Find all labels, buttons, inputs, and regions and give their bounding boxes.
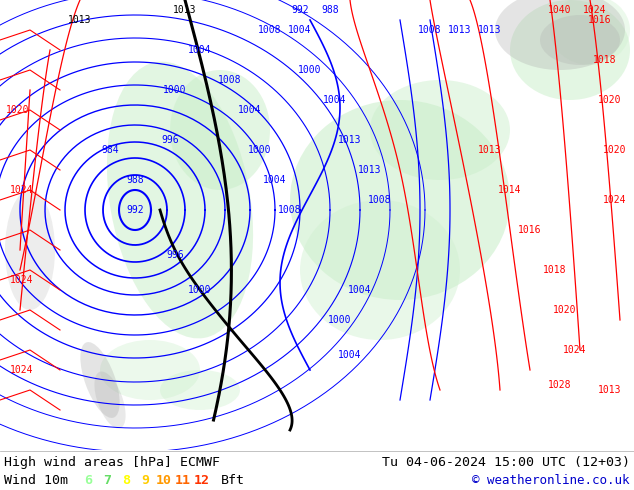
Text: 9: 9 <box>141 473 149 487</box>
Text: 996: 996 <box>166 250 184 260</box>
Text: 1024: 1024 <box>10 365 34 375</box>
Text: 1020: 1020 <box>553 305 577 315</box>
Text: 1013: 1013 <box>478 25 501 35</box>
Ellipse shape <box>540 15 620 65</box>
Text: 1024: 1024 <box>10 185 34 195</box>
Text: 1004: 1004 <box>238 105 262 115</box>
Text: 1013: 1013 <box>339 135 362 145</box>
Text: Wind 10m: Wind 10m <box>4 473 68 487</box>
Text: 1013: 1013 <box>478 145 501 155</box>
Ellipse shape <box>94 371 126 429</box>
Ellipse shape <box>170 70 270 190</box>
Text: 1014: 1014 <box>498 185 522 195</box>
Ellipse shape <box>550 0 630 65</box>
Ellipse shape <box>510 0 630 100</box>
Text: 1004: 1004 <box>263 175 287 185</box>
Text: 1000: 1000 <box>249 145 272 155</box>
Text: 1016: 1016 <box>588 15 612 25</box>
Text: 1000: 1000 <box>298 65 321 75</box>
Ellipse shape <box>160 370 240 410</box>
Ellipse shape <box>5 190 55 310</box>
Text: 1000: 1000 <box>163 85 187 95</box>
Text: 992: 992 <box>291 5 309 15</box>
Text: 1018: 1018 <box>593 55 617 65</box>
Text: 996: 996 <box>161 135 179 145</box>
Text: 1040: 1040 <box>548 5 572 15</box>
Text: 7: 7 <box>103 473 111 487</box>
Text: 1024: 1024 <box>563 345 586 355</box>
Text: 1018: 1018 <box>543 265 567 275</box>
Text: 1028: 1028 <box>548 380 572 390</box>
Text: 992: 992 <box>126 205 144 215</box>
Text: 1024: 1024 <box>603 195 627 205</box>
Text: Tu 04-06-2024 15:00 UTC (12+03): Tu 04-06-2024 15:00 UTC (12+03) <box>382 456 630 468</box>
Text: 11: 11 <box>175 473 191 487</box>
Text: 10: 10 <box>156 473 172 487</box>
Text: 988: 988 <box>126 175 144 185</box>
Text: 1008: 1008 <box>258 25 281 35</box>
Text: 1013: 1013 <box>68 15 92 25</box>
Text: 8: 8 <box>122 473 130 487</box>
Text: 1020: 1020 <box>598 95 622 105</box>
Text: Bft: Bft <box>221 473 245 487</box>
Text: 1004: 1004 <box>339 350 362 360</box>
Text: 1004: 1004 <box>188 45 212 55</box>
Ellipse shape <box>107 62 253 339</box>
Text: 1000: 1000 <box>328 315 352 325</box>
Text: 6: 6 <box>84 473 92 487</box>
Text: 1020: 1020 <box>6 105 30 115</box>
Text: 984: 984 <box>101 145 119 155</box>
Text: 988: 988 <box>321 5 339 15</box>
Text: 1013: 1013 <box>598 385 622 395</box>
Ellipse shape <box>370 80 510 180</box>
Text: 1024: 1024 <box>10 275 34 285</box>
Ellipse shape <box>81 342 120 418</box>
Ellipse shape <box>300 200 460 340</box>
Text: 1000: 1000 <box>188 285 212 295</box>
Text: 1004: 1004 <box>323 95 347 105</box>
Text: 1013: 1013 <box>173 5 197 15</box>
Text: 1004: 1004 <box>348 285 372 295</box>
Text: 1013: 1013 <box>448 25 472 35</box>
Ellipse shape <box>100 340 200 400</box>
Text: 1008: 1008 <box>368 195 392 205</box>
Text: High wind areas [hPa] ECMWF: High wind areas [hPa] ECMWF <box>4 456 220 468</box>
Text: © weatheronline.co.uk: © weatheronline.co.uk <box>472 473 630 487</box>
Ellipse shape <box>495 0 625 70</box>
Text: 1016: 1016 <box>518 225 541 235</box>
Text: 1024: 1024 <box>583 5 607 15</box>
Text: 1008: 1008 <box>218 75 242 85</box>
Text: 1004: 1004 <box>288 25 312 35</box>
Text: 1008: 1008 <box>278 205 302 215</box>
Text: 1013: 1013 <box>358 165 382 175</box>
Ellipse shape <box>290 100 510 300</box>
Text: 12: 12 <box>194 473 210 487</box>
Text: 1020: 1020 <box>603 145 627 155</box>
Text: 1008: 1008 <box>418 25 442 35</box>
